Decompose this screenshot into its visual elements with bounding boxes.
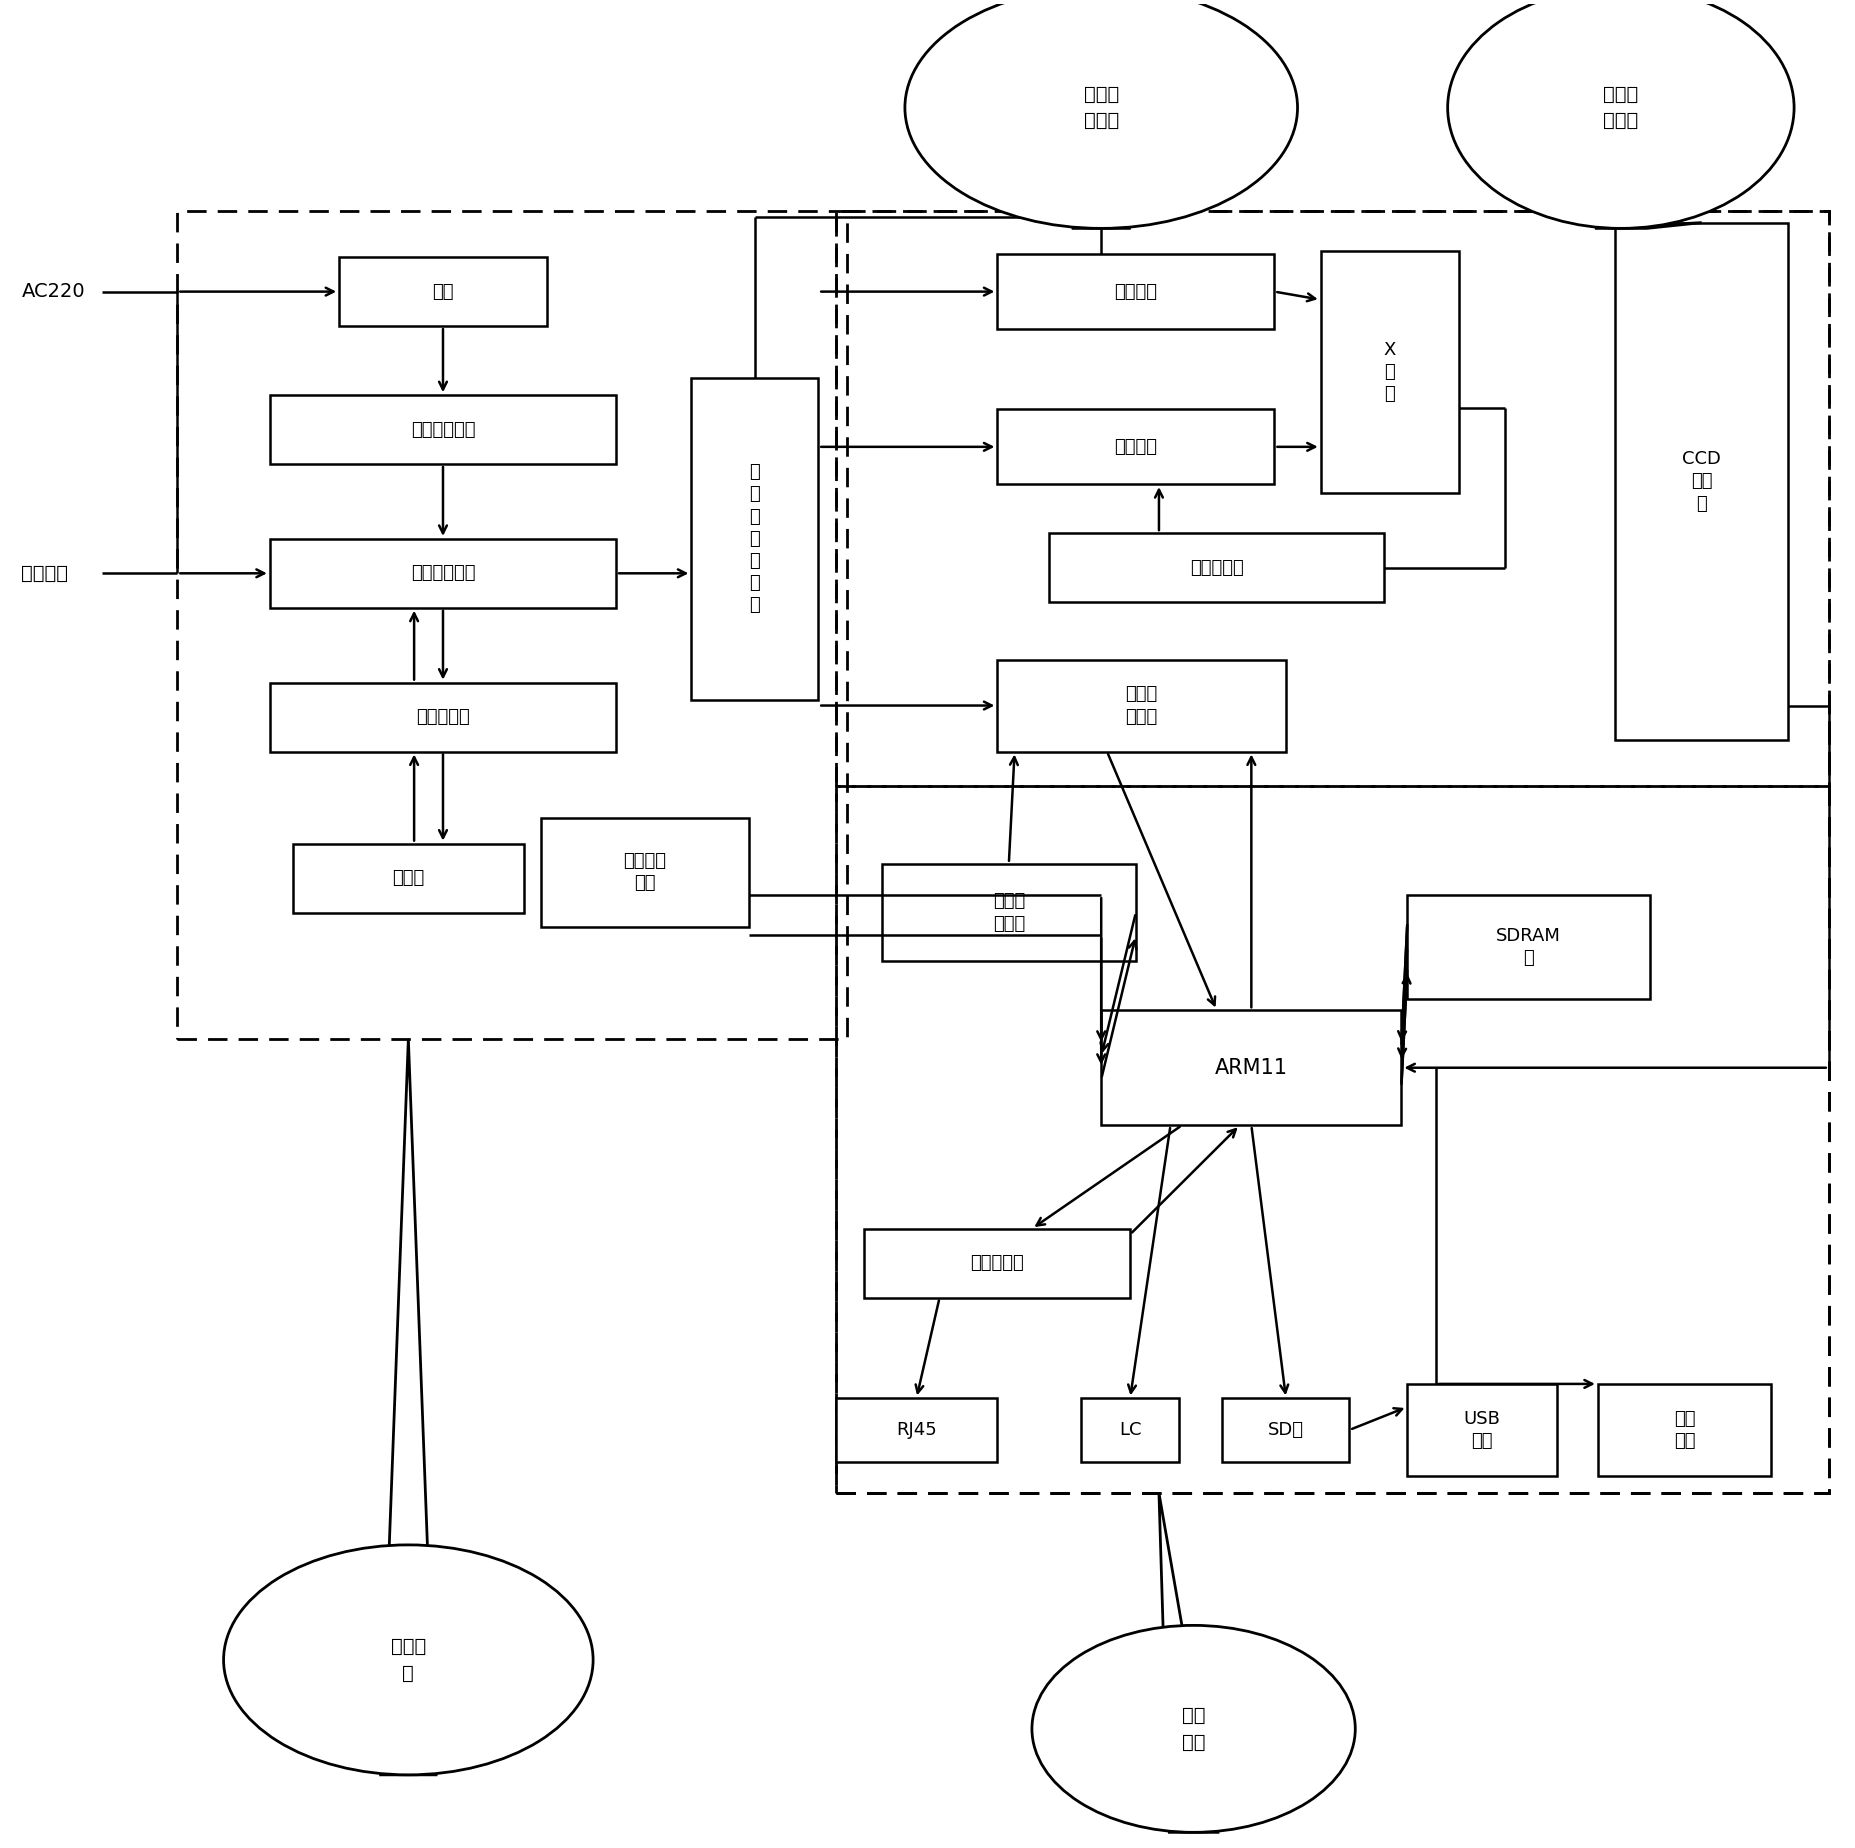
Text: 电机驱
动电路: 电机驱 动电路 [992, 893, 1024, 933]
Text: 整流滤波电路: 整流滤波电路 [410, 421, 475, 438]
Text: 控制
电路: 控制 电路 [1182, 1706, 1204, 1752]
Bar [996, 255, 1274, 329]
Text: SD卡: SD卡 [1267, 1421, 1304, 1440]
Text: CCD
摄像
头: CCD 摄像 头 [1681, 451, 1720, 512]
Bar [1048, 532, 1384, 602]
Bar [1597, 1384, 1770, 1477]
Bar [864, 1229, 1130, 1297]
Bar [339, 257, 547, 325]
Text: X
光
管: X 光 管 [1384, 340, 1395, 403]
Polygon shape [1158, 1493, 1217, 1833]
Text: 低
压
差
调
节
电
路: 低 压 差 调 节 电 路 [749, 464, 761, 614]
Bar [835, 785, 1827, 1493]
Polygon shape [1593, 222, 1701, 229]
Text: 锂电池: 锂电池 [391, 869, 425, 887]
Bar [269, 682, 616, 752]
Bar [269, 395, 616, 464]
Bar [996, 660, 1286, 752]
Bar [835, 1399, 996, 1462]
Text: USB
接口: USB 接口 [1464, 1410, 1501, 1451]
Polygon shape [380, 1039, 436, 1774]
Bar [542, 817, 749, 928]
Text: 电源切换电路: 电源切换电路 [410, 564, 475, 582]
Bar [178, 211, 846, 1039]
Bar [1100, 1011, 1401, 1125]
Text: 无线
网卡: 无线 网卡 [1673, 1410, 1694, 1451]
Bar [1080, 1399, 1178, 1462]
Text: RJ45: RJ45 [896, 1421, 937, 1440]
Text: LC: LC [1119, 1421, 1141, 1440]
Bar [1222, 1399, 1349, 1462]
Bar [835, 211, 1827, 785]
Text: 温度传感器: 温度传感器 [1189, 558, 1243, 577]
Bar [881, 863, 1135, 961]
Text: 变压: 变压 [432, 283, 453, 301]
Text: 高压控
制电路: 高压控 制电路 [1083, 85, 1119, 131]
Polygon shape [1070, 216, 1130, 229]
Text: 以太网电路: 以太网电路 [970, 1255, 1024, 1271]
Text: 光电转
换电路: 光电转 换电路 [1603, 85, 1638, 131]
Bar [835, 211, 1827, 1493]
Ellipse shape [1447, 0, 1794, 229]
Bar [1321, 251, 1458, 493]
Bar [1614, 222, 1788, 739]
Bar [269, 540, 616, 608]
Text: 直流步
进电机: 直流步 进电机 [1124, 686, 1158, 726]
Text: AC220: AC220 [22, 283, 85, 301]
Bar [996, 410, 1274, 484]
Text: 电池测量
电路: 电池测量 电路 [623, 852, 666, 893]
Text: SDRAM
和: SDRAM 和 [1495, 928, 1560, 967]
Ellipse shape [223, 1545, 594, 1774]
Bar [293, 843, 523, 913]
Ellipse shape [1031, 1626, 1354, 1833]
Text: 充放电电路: 充放电电路 [416, 708, 469, 726]
Ellipse shape [905, 0, 1297, 229]
Text: ARM11: ARM11 [1215, 1057, 1287, 1077]
Bar [1406, 1384, 1556, 1477]
Bar [1406, 894, 1649, 998]
Text: 灯丝电源: 灯丝电源 [1113, 438, 1158, 456]
Text: 电源电
路: 电源电 路 [391, 1637, 427, 1684]
Bar [690, 377, 818, 700]
Text: 高压模块: 高压模块 [1113, 283, 1158, 301]
Text: 直流电源: 直流电源 [22, 564, 69, 582]
